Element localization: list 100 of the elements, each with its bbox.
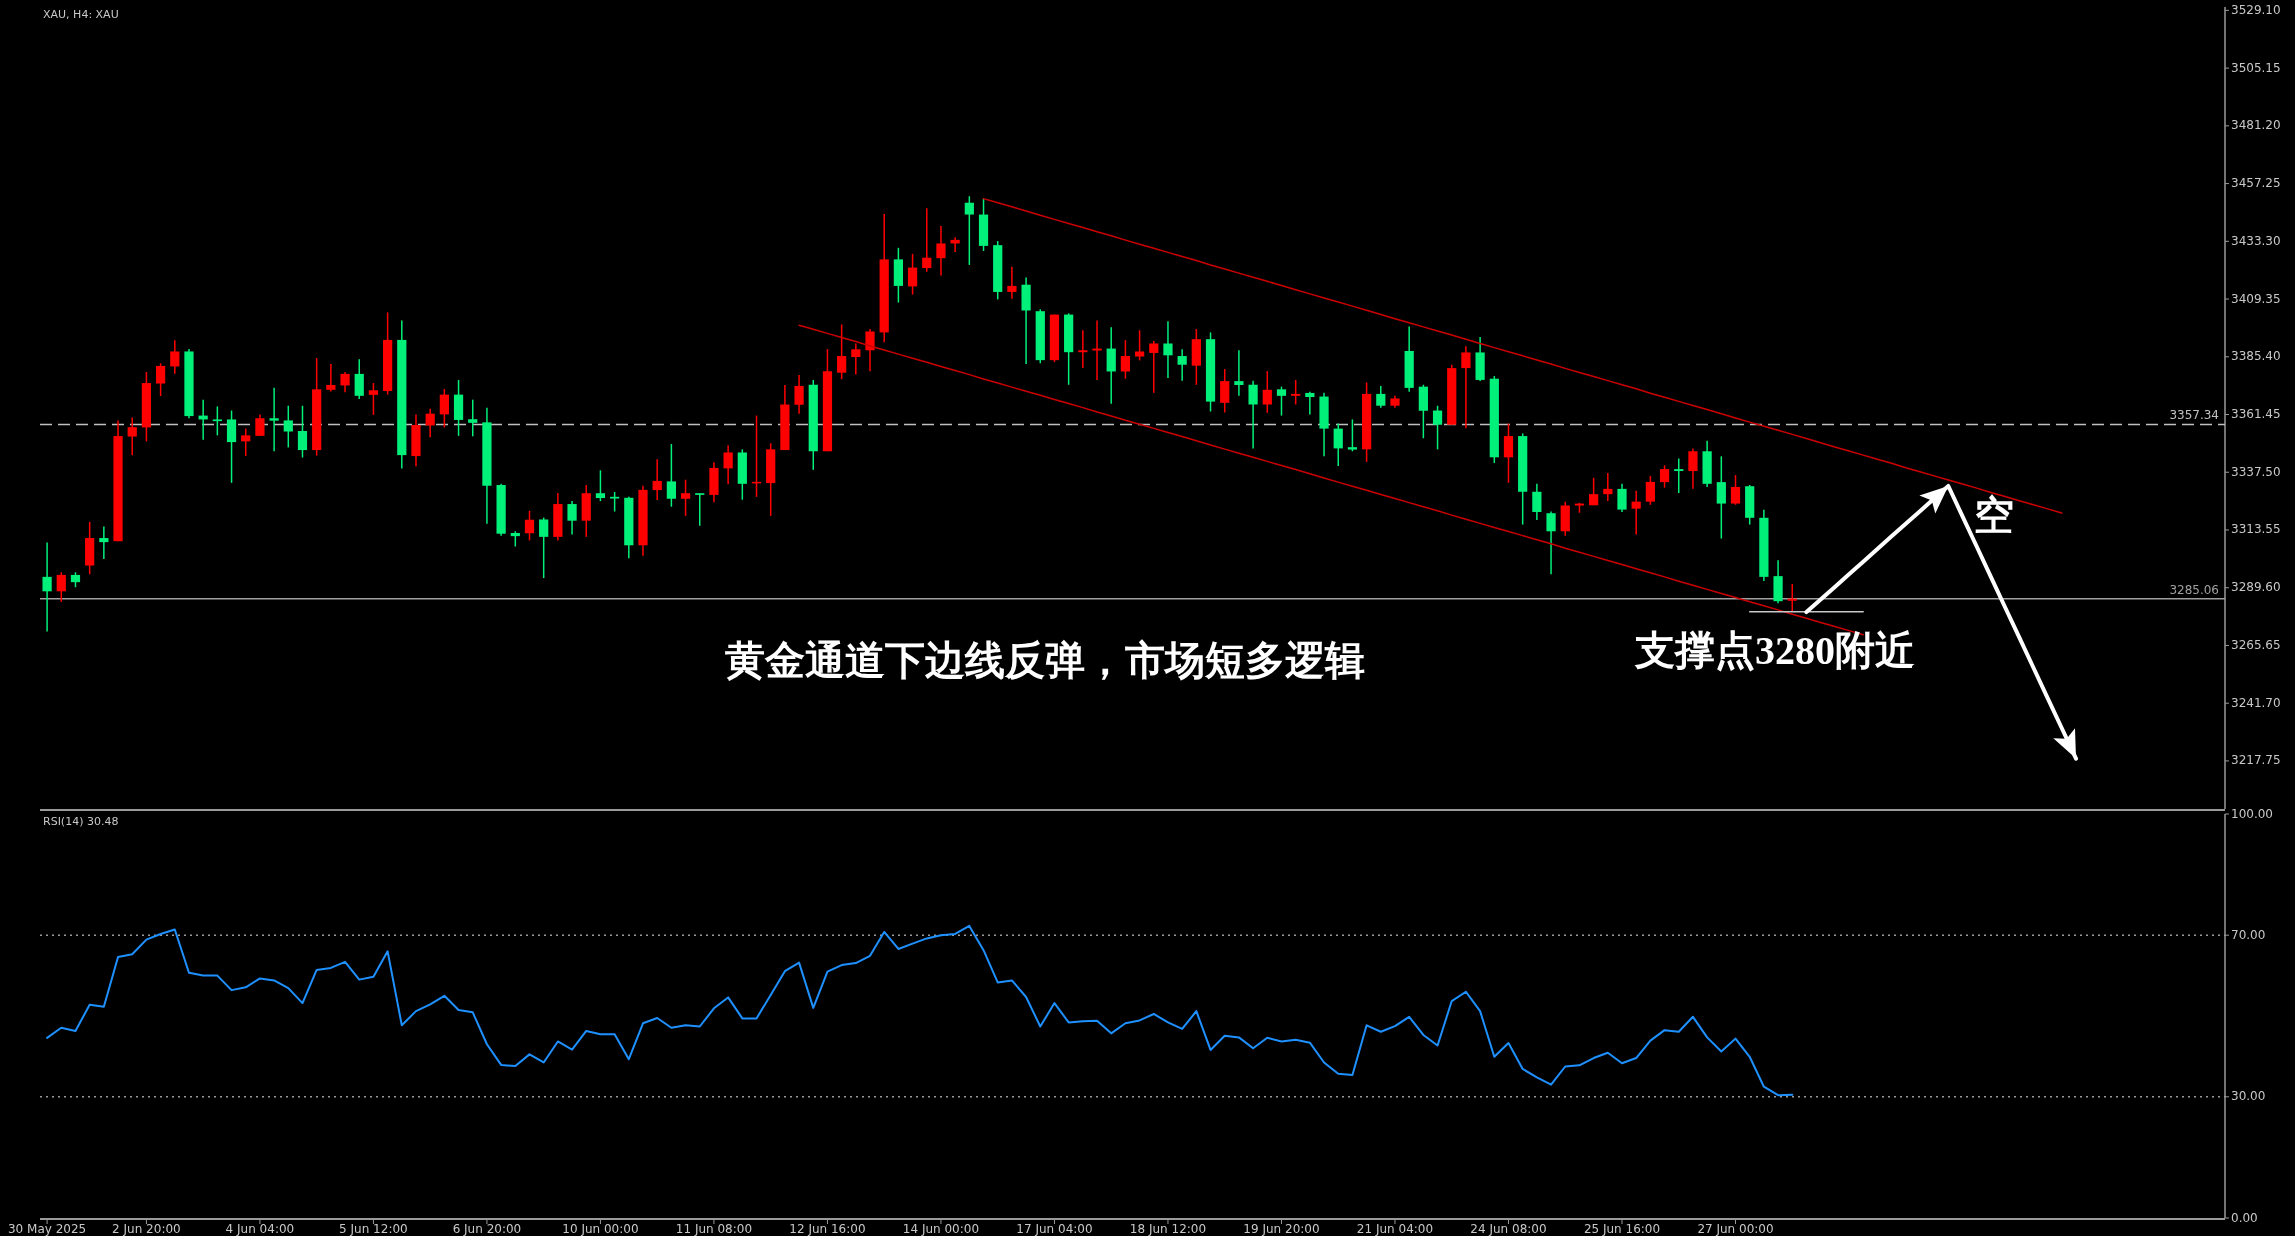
candlestick: [56, 571, 66, 603]
candlestick: [1376, 385, 1386, 409]
candlestick: [1730, 474, 1741, 506]
y-tick-label: 3361.45: [2231, 407, 2281, 422]
y-tick-label: 3337.50: [2231, 464, 2281, 479]
candlestick: [922, 207, 932, 273]
candlestick: [1333, 422, 1343, 467]
candlestick: [865, 328, 875, 372]
candlestick: [1078, 329, 1088, 369]
chart-title: RSI(14) 30.48: [43, 815, 119, 828]
x-tick-label: 4 Jun 04:00: [225, 1221, 295, 1236]
y-tick-label: 3505.15: [2231, 60, 2281, 75]
candlestick: [155, 362, 166, 397]
candlestick: [1659, 464, 1670, 489]
candlestick: [439, 388, 449, 429]
x-tick-label: 5 Jun 12:00: [339, 1221, 408, 1236]
candlestick: [1432, 404, 1443, 451]
candlestick: [1092, 319, 1102, 381]
y-tick-label: 3385.40: [2231, 349, 2281, 364]
candlestick: [1262, 370, 1272, 414]
candlestick: [1503, 422, 1514, 484]
candlestick: [1589, 477, 1599, 507]
y-tick-label: 3433.30: [2231, 233, 2281, 248]
candlestick: [1234, 349, 1244, 397]
candlestick: [1688, 447, 1698, 490]
candlestick: [666, 443, 676, 508]
x-tick-label: 19 Jun 20:00: [1243, 1221, 1320, 1236]
candlestick: [1645, 475, 1655, 506]
candlestick: [1220, 368, 1230, 414]
ref-line-label: 3285.06: [2169, 582, 2219, 597]
candlestick: [212, 405, 222, 437]
candlestick: [255, 413, 265, 437]
candlestick: [1291, 379, 1301, 406]
candlestick: [468, 398, 478, 438]
x-tick-label: 25 Jun 16:00: [1583, 1221, 1661, 1236]
candlestick: [1134, 329, 1145, 362]
x-tick-label: 24 Jun 08:00: [1470, 1221, 1547, 1236]
candlestick: [269, 387, 279, 453]
x-tick-label: 2 Jun 20:00: [112, 1221, 181, 1236]
annotation: 空: [1974, 493, 2014, 539]
y-tick-label: 3481.20: [2231, 118, 2281, 133]
ref-line-label: 3357.34: [2169, 408, 2219, 423]
candlestick: [99, 525, 109, 560]
candlestick: [1106, 326, 1116, 405]
line-series: [46, 924, 1794, 1097]
candlestick: [1532, 483, 1542, 521]
candlestick: [1149, 340, 1159, 394]
y-tick-label: 3457.25: [2231, 176, 2281, 191]
candlestick: [610, 491, 620, 513]
candlestick: [695, 492, 705, 527]
annotation: 黄金通道下边线反弹，市场短多逻辑: [725, 638, 1365, 684]
candlestick: [851, 342, 861, 376]
candlestick: [170, 339, 180, 375]
annotation: 支撑点3280附近: [1634, 628, 1915, 674]
candlestick: [340, 371, 350, 393]
candlestick: [1603, 472, 1613, 502]
candlestick: [1461, 345, 1471, 430]
candlestick: [964, 195, 974, 266]
x-tick-label: 12 Jun 16:00: [789, 1221, 866, 1236]
candlestick: [524, 510, 535, 542]
candlestick: [1177, 348, 1187, 382]
candlestick: [936, 225, 946, 277]
x-tick-label: 30 May 2025: [7, 1221, 87, 1236]
candlestick: [42, 541, 52, 633]
candlestick: [326, 363, 336, 393]
candlestick: [723, 444, 733, 486]
candlestick: [794, 374, 804, 415]
candlestick: [1007, 266, 1017, 300]
candlestick: [1546, 510, 1556, 575]
y-tick-label: 3265.65: [2231, 637, 2281, 652]
y-tick-label: 30.00: [2231, 1089, 2266, 1104]
candlestick: [907, 253, 918, 296]
candlestick: [1617, 483, 1627, 513]
candlestick: [1248, 379, 1258, 450]
y-tick-label: 3217.75: [2231, 753, 2281, 768]
x-tick-label: 21 Jun 04:00: [1356, 1221, 1434, 1236]
candlestick: [1163, 320, 1173, 379]
candlestick: [595, 469, 606, 502]
candlestick: [567, 500, 577, 536]
candlestick: [1674, 457, 1684, 494]
y-tick-label: 3313.55: [2231, 522, 2281, 537]
y-tick-label: 3529.10: [2231, 2, 2281, 17]
candlestick: [425, 408, 435, 439]
x-tick-label: 27 Jun 00:00: [1697, 1221, 1774, 1236]
candlestick: [1276, 385, 1287, 417]
candlestick: [837, 323, 847, 380]
candlestick: [1631, 490, 1641, 536]
x-tick-label: 11 Jun 08:00: [675, 1221, 753, 1236]
candlestick: [1305, 390, 1315, 416]
candlestick: [1347, 418, 1358, 453]
x-tick-label: 6 Jun 20:00: [452, 1221, 522, 1236]
candlestick: [297, 404, 308, 459]
candlestick: [652, 458, 662, 501]
chart-title: XAU, H4: XAU: [43, 8, 119, 21]
y-tick-label: 3289.60: [2231, 580, 2281, 595]
y-tick-label: 100.00: [2231, 806, 2273, 821]
x-tick-label: 14 Jun 00:00: [902, 1221, 980, 1236]
x-tick-label: 17 Jun 04:00: [1016, 1221, 1093, 1236]
candlestick: [354, 358, 364, 400]
x-tick-label: 10 Jun 00:00: [562, 1221, 639, 1236]
